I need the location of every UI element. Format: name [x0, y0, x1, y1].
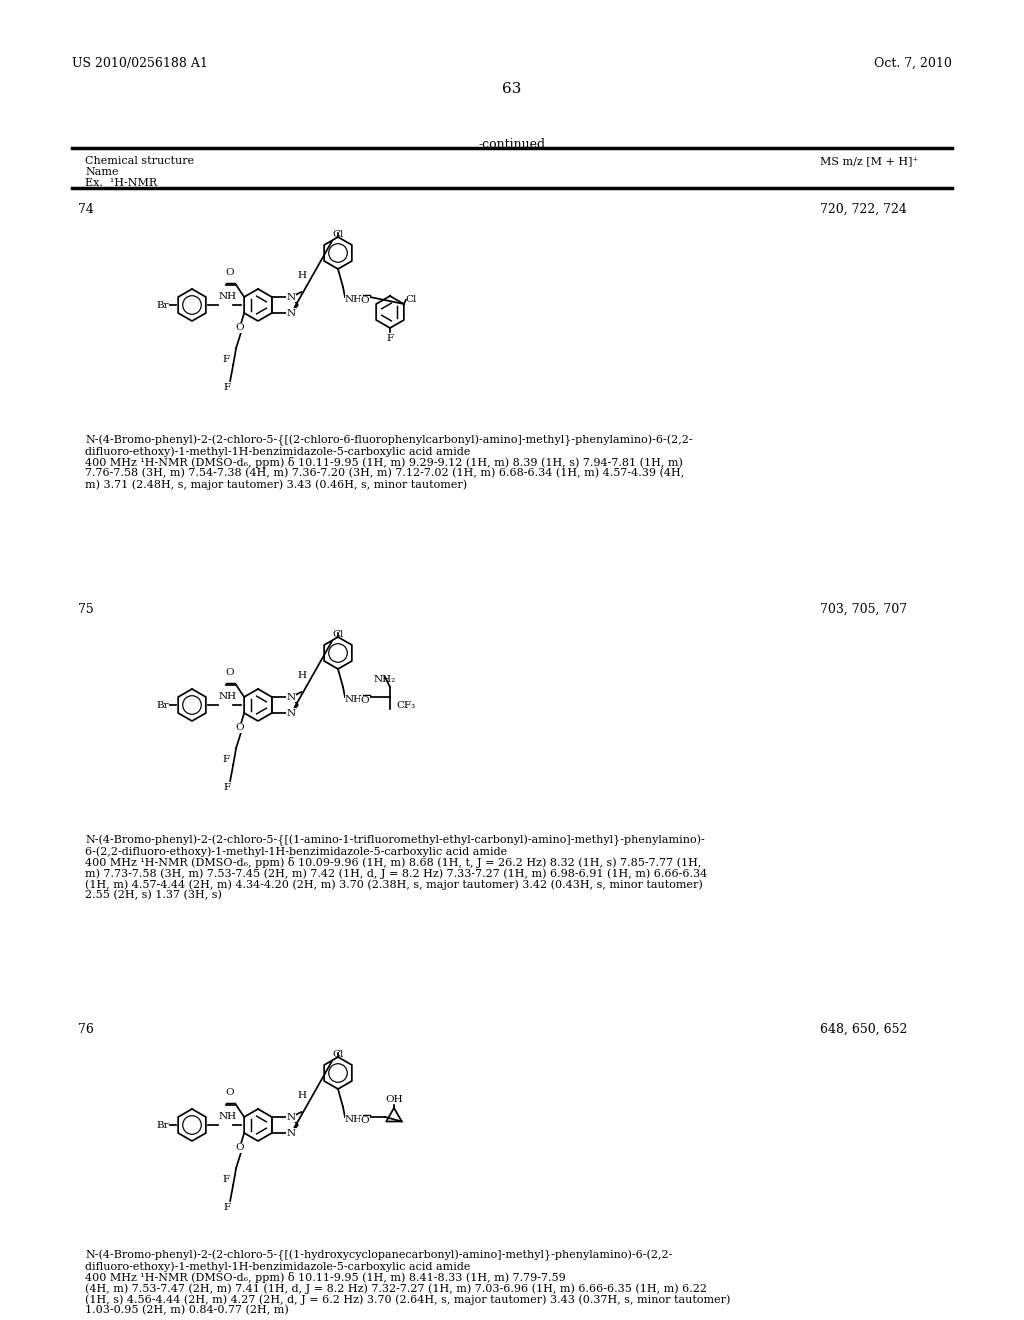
- Text: Cl: Cl: [333, 630, 344, 639]
- Polygon shape: [325, 1057, 352, 1089]
- Text: H: H: [298, 1090, 306, 1100]
- Text: NH: NH: [219, 292, 238, 301]
- Polygon shape: [271, 297, 298, 313]
- Polygon shape: [271, 697, 298, 713]
- Text: F: F: [222, 1175, 229, 1184]
- Text: -continued: -continued: [478, 139, 546, 150]
- Text: 400 MHz ¹H-NMR (DMSO-d₆, ppm) δ 10.11-9.95 (1H, m) 9.29-9.12 (1H, m) 8.39 (1H, s: 400 MHz ¹H-NMR (DMSO-d₆, ppm) δ 10.11-9.…: [85, 457, 683, 469]
- Polygon shape: [244, 1109, 271, 1140]
- Text: CF₃: CF₃: [396, 701, 415, 710]
- Text: NH: NH: [219, 1111, 238, 1121]
- Text: N-(4-Bromo-phenyl)-2-(2-chloro-5-{[(2-chloro-6-fluorophenylcarbonyl)-amino]-meth: N-(4-Bromo-phenyl)-2-(2-chloro-5-{[(2-ch…: [85, 436, 692, 446]
- Text: NH: NH: [345, 1114, 364, 1123]
- Polygon shape: [244, 289, 271, 321]
- Text: Cl: Cl: [333, 230, 344, 239]
- Text: N-(4-Bromo-phenyl)-2-(2-chloro-5-{[(1-amino-1-trifluoromethyl-ethyl-carbonyl)-am: N-(4-Bromo-phenyl)-2-(2-chloro-5-{[(1-am…: [85, 836, 705, 846]
- Polygon shape: [325, 638, 352, 669]
- Text: Br: Br: [157, 301, 169, 309]
- Text: 703, 705, 707: 703, 705, 707: [820, 603, 907, 616]
- Text: 63: 63: [503, 82, 521, 96]
- Text: 6-(2,2-difluoro-ethoxy)-1-methyl-1H-benzimidazole-5-carboxylic acid amide: 6-(2,2-difluoro-ethoxy)-1-methyl-1H-benz…: [85, 846, 507, 857]
- Text: O: O: [226, 268, 234, 277]
- Polygon shape: [271, 1117, 298, 1133]
- Text: N: N: [287, 1129, 296, 1138]
- Text: O: O: [360, 1115, 370, 1125]
- Text: N: N: [287, 309, 296, 318]
- Text: Cl: Cl: [333, 1049, 344, 1059]
- Text: N: N: [287, 1113, 296, 1122]
- Text: F: F: [223, 383, 230, 392]
- Text: H: H: [298, 671, 306, 680]
- Text: F: F: [386, 334, 393, 343]
- Text: F: F: [223, 1203, 230, 1212]
- Text: N: N: [287, 709, 296, 718]
- Text: 400 MHz ¹H-NMR (DMSO-d₆, ppm) δ 10.09-9.96 (1H, m) 8.68 (1H, t, J = 26.2 Hz) 8.3: 400 MHz ¹H-NMR (DMSO-d₆, ppm) δ 10.09-9.…: [85, 857, 701, 869]
- Polygon shape: [325, 238, 352, 269]
- Text: O: O: [360, 696, 370, 705]
- Text: difluoro-ethoxy)-1-methyl-1H-benzimidazole-5-carboxylic acid amide: difluoro-ethoxy)-1-methyl-1H-benzimidazo…: [85, 446, 470, 457]
- Text: Oct. 7, 2010: Oct. 7, 2010: [874, 57, 952, 70]
- Text: NH: NH: [345, 694, 364, 704]
- Text: Br: Br: [157, 701, 169, 710]
- Text: Name: Name: [85, 168, 119, 177]
- Polygon shape: [244, 689, 271, 721]
- Polygon shape: [178, 689, 206, 721]
- Text: 74: 74: [78, 203, 94, 216]
- Text: N: N: [287, 293, 296, 301]
- Text: 720, 722, 724: 720, 722, 724: [820, 203, 907, 216]
- Text: H: H: [298, 271, 306, 280]
- Polygon shape: [178, 1109, 206, 1140]
- Text: O: O: [226, 1088, 234, 1097]
- Text: F: F: [222, 355, 229, 363]
- Text: F: F: [223, 783, 230, 792]
- Text: (1H, s) 4.56-4.44 (2H, m) 4.27 (2H, d, J = 6.2 Hz) 3.70 (2.64H, s, major tautome: (1H, s) 4.56-4.44 (2H, m) 4.27 (2H, d, J…: [85, 1294, 730, 1304]
- Text: m) 7.73-7.58 (3H, m) 7.53-7.45 (2H, m) 7.42 (1H, d, J = 8.2 Hz) 7.33-7.27 (1H, m: m) 7.73-7.58 (3H, m) 7.53-7.45 (2H, m) 7…: [85, 869, 708, 879]
- Text: O: O: [236, 723, 245, 733]
- Text: 1.03-0.95 (2H, m) 0.84-0.77 (2H, m): 1.03-0.95 (2H, m) 0.84-0.77 (2H, m): [85, 1305, 289, 1315]
- Text: m) 3.71 (2.48H, s, major tautomer) 3.43 (0.46H, s, minor tautomer): m) 3.71 (2.48H, s, major tautomer) 3.43 …: [85, 479, 467, 490]
- Text: difluoro-ethoxy)-1-methyl-1H-benzimidazole-5-carboxylic acid amide: difluoro-ethoxy)-1-methyl-1H-benzimidazo…: [85, 1261, 470, 1271]
- Text: 400 MHz ¹H-NMR (DMSO-d₆, ppm) δ 10.11-9.95 (1H, m) 8.41-8.33 (1H, m) 7.79-7.59: 400 MHz ¹H-NMR (DMSO-d₆, ppm) δ 10.11-9.…: [85, 1272, 565, 1283]
- Polygon shape: [386, 1107, 401, 1122]
- Text: US 2010/0256188 A1: US 2010/0256188 A1: [72, 57, 208, 70]
- Text: 76: 76: [78, 1023, 94, 1036]
- Text: N-(4-Bromo-phenyl)-2-(2-chloro-5-{[(1-hydroxycyclopanecarbonyl)-amino]-methyl}-p: N-(4-Bromo-phenyl)-2-(2-chloro-5-{[(1-hy…: [85, 1250, 673, 1262]
- Text: NH: NH: [345, 294, 364, 304]
- Text: OH: OH: [385, 1096, 402, 1104]
- Text: Ex.  ¹H-NMR: Ex. ¹H-NMR: [85, 178, 157, 187]
- Text: 648, 650, 652: 648, 650, 652: [820, 1023, 907, 1036]
- Polygon shape: [376, 296, 403, 327]
- Text: Br: Br: [157, 1121, 169, 1130]
- Polygon shape: [178, 289, 206, 321]
- Text: 7.76-7.58 (3H, m) 7.54-7.38 (4H, m) 7.36-7.20 (3H, m) 7.12-7.02 (1H, m) 6.68-6.3: 7.76-7.58 (3H, m) 7.54-7.38 (4H, m) 7.36…: [85, 469, 684, 478]
- Text: Chemical structure: Chemical structure: [85, 156, 195, 166]
- Text: N: N: [287, 693, 296, 701]
- Text: NH₂: NH₂: [374, 675, 396, 684]
- Text: O: O: [236, 323, 245, 333]
- Text: NH: NH: [219, 692, 238, 701]
- Text: MS m/z [M + H]⁺: MS m/z [M + H]⁺: [820, 156, 919, 166]
- Text: F: F: [222, 755, 229, 763]
- Text: Cl: Cl: [406, 296, 417, 305]
- Text: (1H, m) 4.57-4.44 (2H, m) 4.34-4.20 (2H, m) 3.70 (2.38H, s, major tautomer) 3.42: (1H, m) 4.57-4.44 (2H, m) 4.34-4.20 (2H,…: [85, 879, 702, 890]
- Text: 2.55 (2H, s) 1.37 (3H, s): 2.55 (2H, s) 1.37 (3H, s): [85, 890, 222, 900]
- Text: 75: 75: [78, 603, 94, 616]
- Text: O: O: [360, 296, 370, 305]
- Text: O: O: [226, 668, 234, 677]
- Text: O: O: [236, 1143, 245, 1152]
- Text: (4H, m) 7.53-7.47 (2H, m) 7.41 (1H, d, J = 8.2 Hz) 7.32-7.27 (1H, m) 7.03-6.96 (: (4H, m) 7.53-7.47 (2H, m) 7.41 (1H, d, J…: [85, 1283, 707, 1294]
